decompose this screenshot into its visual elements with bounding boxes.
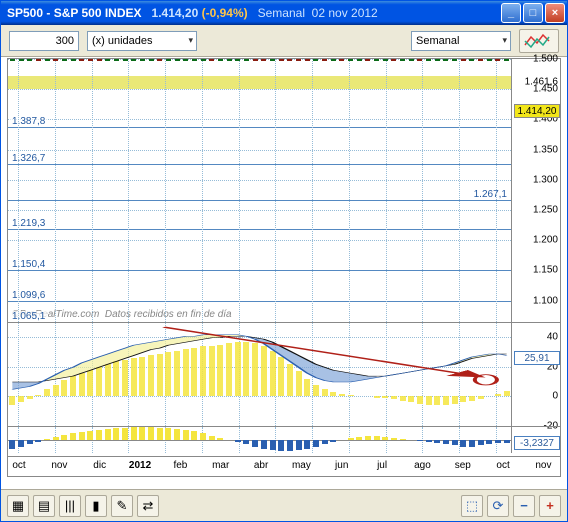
- title-value: 1.414,20: [152, 6, 199, 20]
- indicators-icon: [524, 33, 554, 49]
- window-title: SP500 - S&P 500 INDEX 1.414,20 (-0,94%) …: [7, 6, 501, 20]
- macd-pane[interactable]: -200204025,91: [8, 322, 560, 426]
- histogram-pane[interactable]: -3,2327: [8, 426, 560, 453]
- maximize-button[interactable]: □: [523, 3, 543, 23]
- bars-button[interactable]: |||: [59, 495, 81, 517]
- chart-window: SP500 - S&P 500 INDEX 1.414,20 (-0,94%) …: [0, 0, 568, 522]
- zoom-out-button[interactable]: −: [513, 495, 535, 517]
- period-select[interactable]: Semanal: [411, 31, 511, 51]
- histogram-value-tag: -3,2327: [514, 436, 560, 450]
- title-period: Semanal: [258, 6, 305, 20]
- bars-count-input[interactable]: [9, 31, 79, 51]
- indicators-button[interactable]: [519, 29, 559, 53]
- candles-button[interactable]: ▮: [85, 495, 107, 517]
- templates-button[interactable]: ▤: [33, 495, 55, 517]
- title-symbol: SP500 - S&P 500 INDEX: [7, 6, 142, 20]
- price-pane[interactable]: ©ProRealTime.com Datos recibidos en fin …: [8, 59, 560, 322]
- close-button[interactable]: ×: [545, 3, 565, 23]
- chart-area: ©ProRealTime.com Datos recibidos en fin …: [7, 58, 561, 477]
- macd-yaxis: -200204025,91: [512, 322, 560, 426]
- x-axis: octnovdic2012febmarabrmayjunjulagosepoct…: [8, 456, 560, 476]
- histo-yaxis: -3,2327: [512, 426, 560, 453]
- current-price-tag: 1.414,20: [514, 104, 560, 118]
- draw-button[interactable]: ✎: [111, 495, 133, 517]
- minimize-button[interactable]: _: [501, 3, 521, 23]
- zoom-in-button[interactable]: +: [539, 495, 561, 517]
- refresh-button[interactable]: ⟳: [487, 495, 509, 517]
- units-select[interactable]: (x) unidades: [87, 31, 197, 51]
- compare-button[interactable]: ⇄: [137, 495, 159, 517]
- bottom-toolbar: ▦ ▤ ||| ▮ ✎ ⇄ ⬚ ⟳ − +: [1, 489, 567, 521]
- titlebar[interactable]: SP500 - S&P 500 INDEX 1.414,20 (-0,94%) …: [1, 1, 567, 25]
- highlight-zone: [8, 76, 511, 89]
- layers-button[interactable]: ▦: [7, 495, 29, 517]
- macd-value-tag: 25,91: [514, 351, 560, 365]
- toolbar: (x) unidades Semanal: [1, 25, 567, 57]
- price-yaxis: 1.1001.1501.2001.2501.3001.3501.4001.450…: [512, 59, 560, 322]
- title-change: (-0,94%): [202, 6, 248, 20]
- title-date: 02 nov 2012: [312, 6, 378, 20]
- zoom-select-button[interactable]: ⬚: [461, 495, 483, 517]
